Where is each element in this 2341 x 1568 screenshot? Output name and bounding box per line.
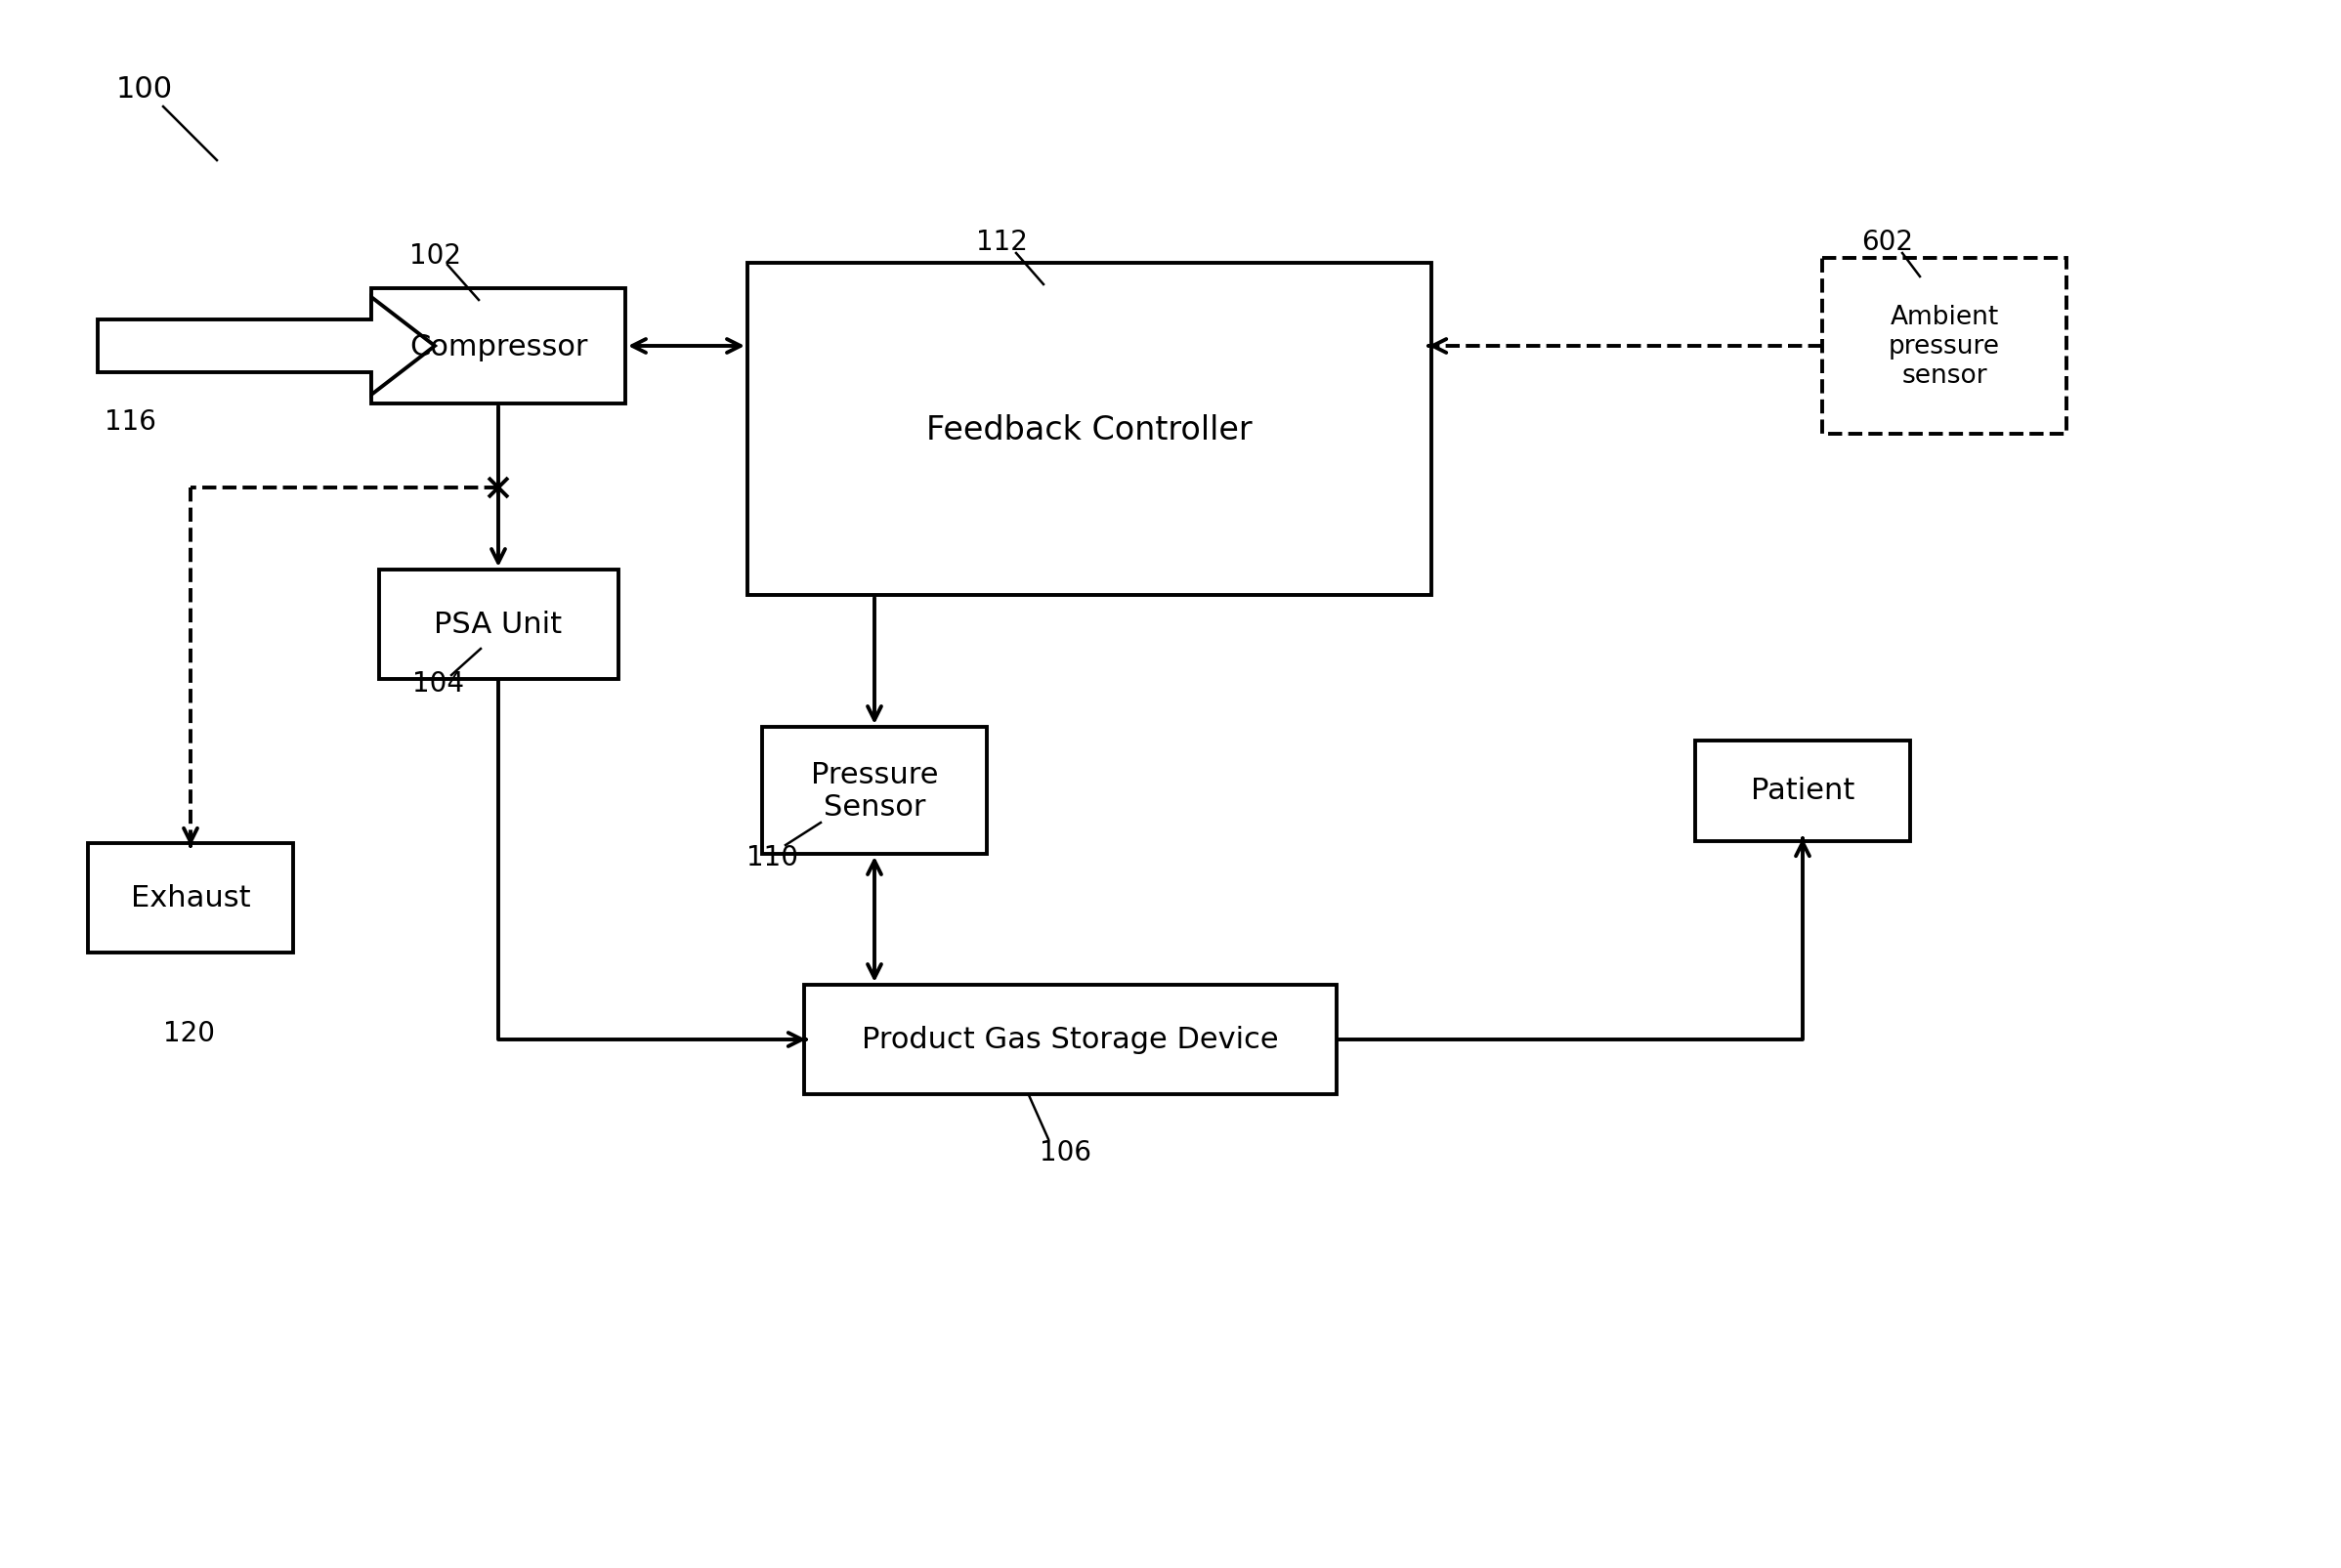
Bar [1821,259,2067,434]
Text: Ambient
pressure
sensor: Ambient pressure sensor [1889,304,1999,389]
Text: Compressor: Compressor [410,332,588,361]
Text: 602: 602 [1861,229,1913,256]
Bar [803,985,1337,1094]
Text: Exhaust: Exhaust [131,884,250,913]
Text: PSA Unit: PSA Unit [433,610,562,640]
Text: 116: 116 [103,408,157,436]
Bar [763,728,988,855]
Text: 100: 100 [117,75,173,103]
Bar [747,263,1430,596]
Bar [1695,740,1910,840]
Text: 106: 106 [1039,1138,1091,1165]
Text: Pressure
Sensor: Pressure Sensor [810,760,939,822]
Text: Patient: Patient [1751,776,1854,804]
Text: 112: 112 [976,229,1028,256]
Bar [379,571,618,679]
Polygon shape [98,298,435,395]
Text: 120: 120 [162,1019,215,1046]
Text: 102: 102 [410,241,461,270]
Bar [89,844,293,953]
Text: Product Gas Storage Device: Product Gas Storage Device [861,1025,1278,1054]
Text: 110: 110 [747,844,798,870]
Bar [372,289,625,405]
Text: Feedback Controller: Feedback Controller [927,414,1252,445]
Text: 104: 104 [412,670,464,698]
